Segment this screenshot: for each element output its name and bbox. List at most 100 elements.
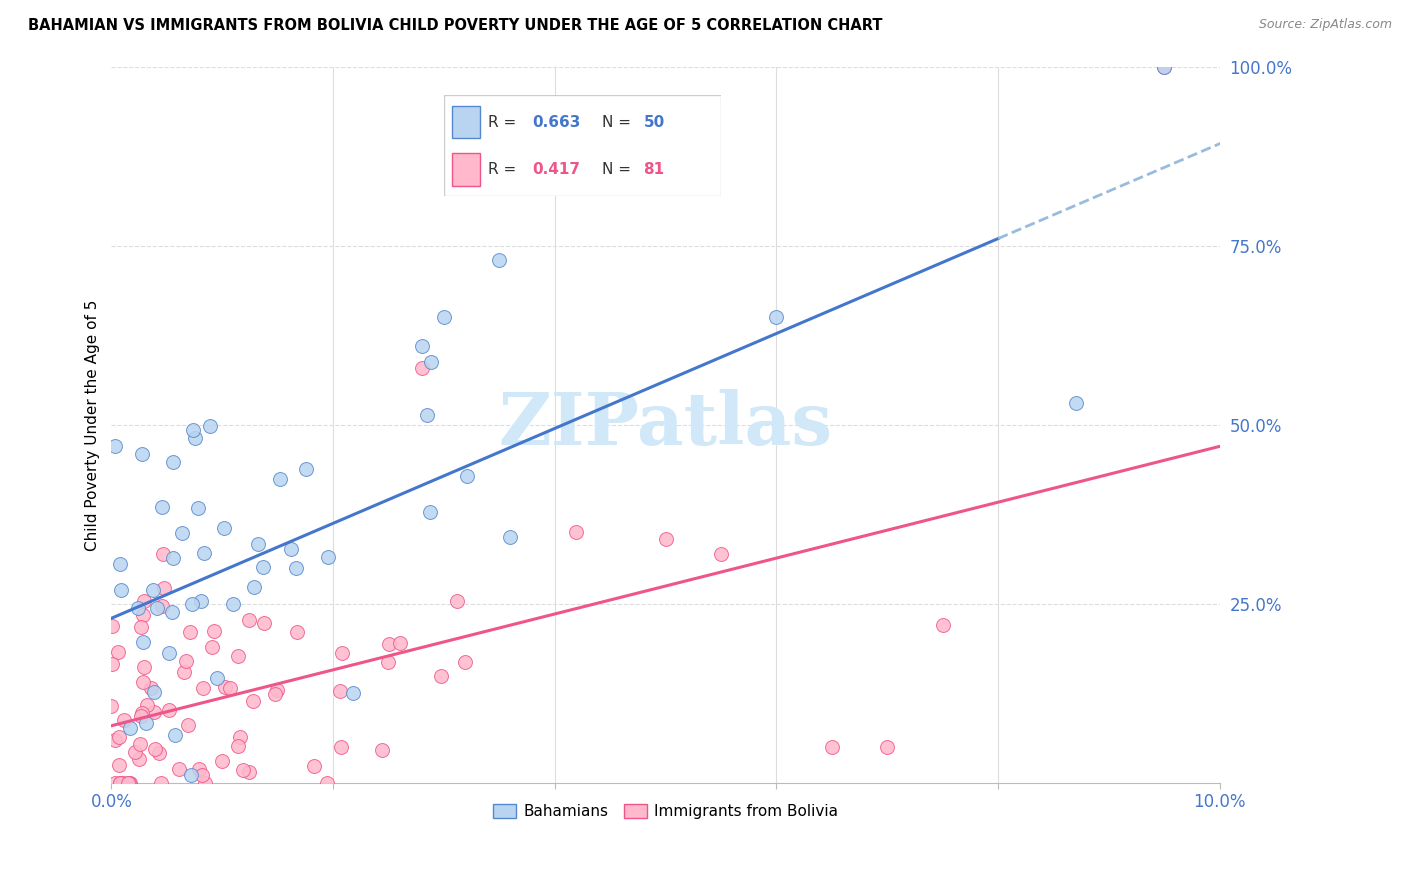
Point	[389, 636, 412, 650]
Point	[143, 742, 166, 756]
Point	[371, 742, 394, 756]
Point	[190, 768, 212, 782]
Point	[316, 549, 339, 564]
Point	[932, 618, 955, 632]
Point	[430, 669, 453, 683]
Point	[226, 648, 249, 663]
Point	[226, 739, 249, 753]
Point	[342, 686, 364, 700]
Point	[280, 541, 302, 556]
Point	[131, 708, 153, 723]
Point	[131, 706, 153, 720]
Point	[160, 605, 183, 619]
Point	[456, 468, 478, 483]
Point	[108, 776, 131, 790]
Point	[329, 683, 352, 698]
Point	[201, 640, 224, 654]
Point	[100, 699, 122, 714]
Point	[132, 607, 155, 622]
Point	[124, 745, 146, 759]
Point	[488, 253, 510, 268]
Point	[202, 624, 225, 638]
Point	[157, 646, 180, 660]
Point	[145, 601, 167, 615]
Point	[118, 776, 141, 790]
Point	[378, 637, 401, 651]
Point	[222, 598, 245, 612]
Point	[269, 472, 291, 486]
Point	[330, 646, 353, 660]
Point	[193, 681, 215, 696]
Point	[565, 525, 588, 540]
Point	[187, 500, 209, 515]
Point	[252, 615, 274, 630]
Point	[172, 525, 194, 540]
Point	[188, 762, 211, 776]
Point	[238, 613, 260, 627]
Point	[1153, 60, 1175, 74]
Point	[117, 776, 139, 790]
Point	[132, 594, 155, 608]
Point	[177, 717, 200, 731]
Point	[180, 597, 202, 611]
Point	[142, 583, 165, 598]
Point	[229, 730, 252, 744]
Point	[242, 694, 264, 708]
Point	[285, 624, 308, 639]
Point	[266, 683, 288, 698]
Point	[821, 740, 844, 755]
Point	[150, 500, 173, 514]
Point	[243, 580, 266, 594]
Point	[765, 310, 787, 325]
Point	[454, 655, 477, 669]
Point	[295, 462, 318, 476]
Point	[247, 537, 270, 551]
Point	[120, 722, 142, 736]
Point	[205, 671, 228, 685]
Point	[143, 685, 166, 699]
Point	[136, 698, 159, 712]
Text: Source: ZipAtlas.com: Source: ZipAtlas.com	[1258, 18, 1392, 31]
Point	[110, 557, 132, 571]
Point	[174, 654, 197, 668]
Text: ZIPatlas: ZIPatlas	[499, 389, 832, 460]
Point	[135, 716, 157, 731]
Point	[149, 776, 172, 790]
Point	[173, 665, 195, 679]
Point	[433, 310, 456, 325]
Point	[107, 644, 129, 658]
Point	[165, 728, 187, 742]
Point	[111, 776, 134, 790]
Point	[419, 505, 441, 519]
Point	[132, 634, 155, 648]
Point	[654, 533, 676, 547]
Point	[139, 681, 162, 696]
Point	[238, 764, 260, 779]
Point	[218, 681, 240, 696]
Point	[104, 732, 127, 747]
Point	[162, 455, 184, 469]
Point	[316, 775, 339, 789]
Point	[181, 423, 204, 437]
Point	[214, 521, 236, 535]
Point	[420, 354, 443, 368]
Point	[184, 431, 207, 445]
Point	[131, 620, 153, 634]
Point	[127, 601, 149, 615]
Point	[131, 447, 153, 461]
Text: BAHAMIAN VS IMMIGRANTS FROM BOLIVIA CHILD POVERTY UNDER THE AGE OF 5 CORRELATION: BAHAMIAN VS IMMIGRANTS FROM BOLIVIA CHIL…	[28, 18, 883, 33]
Point	[411, 339, 433, 353]
Point	[143, 705, 166, 719]
Point	[180, 768, 202, 782]
Point	[110, 583, 132, 598]
Point	[190, 594, 212, 608]
Point	[131, 675, 153, 690]
Point	[108, 730, 131, 744]
Point	[150, 599, 173, 613]
Point	[101, 619, 124, 633]
Point	[193, 546, 215, 560]
Point	[112, 713, 135, 727]
Point	[162, 551, 184, 566]
Point	[118, 776, 141, 790]
Point	[153, 581, 176, 595]
